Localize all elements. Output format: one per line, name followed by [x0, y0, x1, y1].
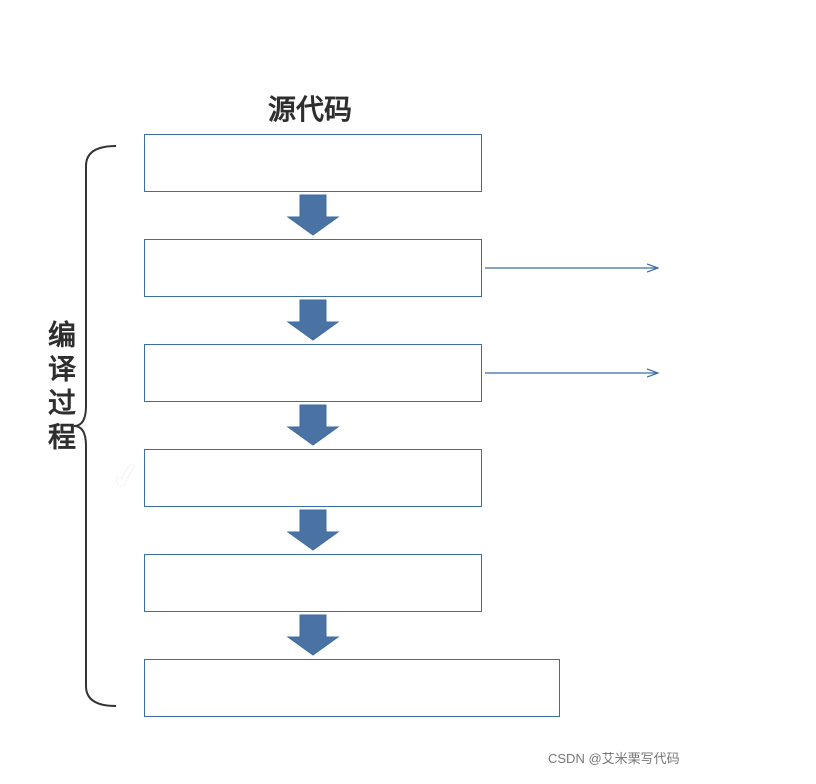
flow-box-1 [144, 134, 482, 192]
flow-box-3 [144, 344, 482, 402]
down-arrow-2 [288, 300, 338, 340]
diagram-canvas: { "canvas": { "width": 816, "height": 78… [0, 0, 816, 784]
flow-box-5 [144, 554, 482, 612]
checkmark-icon: ✓ [109, 455, 143, 499]
down-arrow-4 [288, 510, 338, 550]
side-label-compile-process: 编译过程 [40, 320, 80, 456]
flow-box-2 [144, 239, 482, 297]
watermark-text: CSDN @艾米栗写代码 [548, 748, 680, 767]
diagram-title: 源代码 [220, 88, 400, 128]
flow-box-4 [144, 449, 482, 507]
down-arrow-1 [288, 195, 338, 235]
left-brace [74, 146, 116, 706]
down-arrow-3 [288, 405, 338, 445]
down-arrow-5 [288, 615, 338, 655]
flow-box-6 [144, 659, 560, 717]
